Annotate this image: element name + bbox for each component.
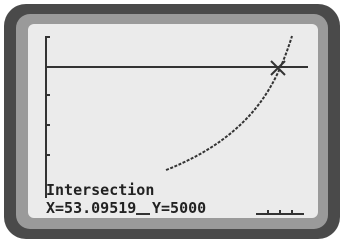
y-readout: Y=5000	[152, 199, 206, 217]
calculator-screen: Intersection X=53.09519 Y=5000	[0, 0, 344, 243]
label: Intersection	[46, 181, 154, 199]
x-readout: X=53.09519	[46, 199, 136, 217]
page: Intersection X=53.09519 Y=5000 (() => { …	[0, 0, 344, 243]
